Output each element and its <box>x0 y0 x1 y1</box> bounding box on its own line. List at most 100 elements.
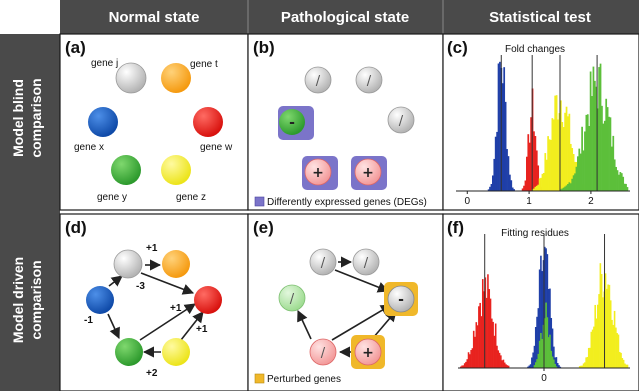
fitting-residues-bar-s1-b54 <box>529 364 532 368</box>
fold-changes-bar-s3-b91 <box>586 114 589 191</box>
fitting-residues-bar-s0-b0 <box>460 366 462 368</box>
fitting-residues-bar-s0-b20 <box>485 297 488 368</box>
fitting-residues-bar-s3-b119 <box>613 310 616 368</box>
fitting-residues-bar-s1-b59 <box>536 316 538 368</box>
fitting-residues-bar-s3-b102 <box>591 329 594 368</box>
fitting-residues-bar-s2-b67 <box>546 317 549 368</box>
fitting-residues-bar-s1-b75 <box>556 363 559 368</box>
fold-changes-bar-s3-b80 <box>571 178 574 191</box>
fold-changes-bar-s0-b27 <box>496 131 498 191</box>
fitting-residues-bar-s2-b57 <box>533 365 536 368</box>
edge-y-to-w <box>139 303 196 341</box>
fold-changes-bar-s0-b32 <box>503 67 506 191</box>
fold-changes-bar-s2-b61 <box>544 153 547 191</box>
gene-t-node-d <box>162 250 190 278</box>
fold-changes-bar-s2-b63 <box>547 136 549 191</box>
fitting-residues-bar-s3-b99 <box>587 347 590 368</box>
fitting-residues-bar-s3-b122 <box>617 334 620 368</box>
fitting-residues-bar-s3-b109 <box>600 273 603 368</box>
gene-j-node-e <box>309 248 337 276</box>
fold-changes-bar-s2-b65 <box>550 139 552 191</box>
fold-changes-bar-s0-b25 <box>493 158 496 191</box>
fold-changes-bar-s0-b29 <box>499 61 501 191</box>
fitting-residues-bar-s3-b123 <box>618 351 621 368</box>
fitting-residues-bar-s0-b18 <box>483 291 485 368</box>
fitting-residues-bar-s2-b63 <box>541 338 544 368</box>
fitting-residues-bar-s0-b37 <box>507 365 510 368</box>
fitting-residues-bar-s3-b96 <box>584 362 586 368</box>
panel-label-d: (d) <box>65 218 87 237</box>
gene-z-node <box>161 155 191 185</box>
fitting-residues-bar-s0-b16 <box>480 316 483 368</box>
gene-y-symbol-b: + <box>312 165 324 181</box>
gene-z-node-e <box>354 338 382 366</box>
fold-changes-bar-s2-b77 <box>567 116 569 191</box>
row-header-model-blind: Model blind comparison <box>10 78 44 157</box>
fitting-residues-bar-s0-b29 <box>497 350 500 368</box>
fitting-residues-bar-s1-b77 <box>559 366 562 368</box>
fold-changes-bar-s0-b39 <box>513 189 515 191</box>
fold-changes-bar-s3-b83 <box>575 166 578 191</box>
fold-changes-bar-s3-b74 <box>562 187 565 191</box>
panel-d-network: +1 -3 -1 +1 +1 +2 <box>84 243 222 379</box>
fitting-residues-bar-s0-b4 <box>465 361 467 368</box>
fold-changes-bar-s0-b38 <box>511 187 514 191</box>
fold-changes-bar-s3-b94 <box>591 96 593 191</box>
fold-changes-bar-s0-b22 <box>489 186 491 191</box>
gene-t-symbol-b: / <box>367 74 372 89</box>
fold-changes-bar-s1-b54 <box>534 136 537 191</box>
panel-label-a: (a) <box>65 38 86 57</box>
fitting-residues-bar-s0-b36 <box>506 365 509 368</box>
row-header-model-driven: Model driven comparison <box>10 257 44 343</box>
fitting-residues-bar-s0-b15 <box>479 302 481 368</box>
gene-x-node-e <box>278 284 306 312</box>
fold-changes-bar-s3-b78 <box>568 182 571 191</box>
gene-w-node-b <box>387 106 415 134</box>
row-header-bar <box>0 34 60 391</box>
fitting-residues-bar-s3-b129 <box>626 364 629 368</box>
fitting-residues-bar-s3-b118 <box>612 324 615 368</box>
gene-j-symbol-e: / <box>321 256 326 271</box>
fitting-residues-bar-s0-b8 <box>470 350 472 368</box>
fold-changes-bar-s0-b35 <box>507 156 510 191</box>
fitting-residues-bar-s3-b120 <box>615 327 617 368</box>
panel-label-c: (c) <box>447 38 468 57</box>
fold-changes-bar-s3-b101 <box>601 105 603 191</box>
fitting-residues-bar-s3-b117 <box>611 319 613 368</box>
fold-changes-bar-s2-b70 <box>557 119 559 191</box>
fold-changes-bar-s3-b98 <box>596 108 599 191</box>
gene-x-symbol-e: / <box>290 292 295 307</box>
gene-t-node <box>161 63 191 93</box>
fold-changes-bar-s0-b23 <box>490 184 493 191</box>
fold-changes-bar-s2-b78 <box>568 113 571 191</box>
fitting-residues-bar-s3-b93 <box>580 365 582 368</box>
fold-changes-bar-s1-b53 <box>533 131 535 191</box>
fitting-residues-bar-s3-b112 <box>604 273 607 368</box>
fold-changes-bar-s3-b76 <box>565 185 568 191</box>
fold-changes-bar-s2-b76 <box>565 106 568 191</box>
fold-changes-tick-label-2: 2 <box>588 196 594 207</box>
fold-changes-bar-s3-b112 <box>616 170 619 191</box>
edge-y-to-x <box>107 313 120 340</box>
fold-changes-bar-s2-b55 <box>535 185 538 191</box>
fitting-residues-bar-s2-b73 <box>554 363 556 368</box>
fitting-residues-bar-s3-b110 <box>602 297 604 368</box>
fitting-residues-bar-s0-b19 <box>484 277 487 368</box>
gene-y-node-d <box>115 338 143 366</box>
deg-legend-label: Differently expressed genes (DEGs) <box>267 197 427 208</box>
fitting-residues-bar-s1-b76 <box>558 365 560 368</box>
fold-changes-bar-s3-b119 <box>626 187 629 191</box>
fold-changes-bar-s3-b102 <box>602 123 605 191</box>
fold-changes-bar-s2-b80 <box>571 148 574 191</box>
fitting-residues-bar-s0-b28 <box>496 345 498 368</box>
panel-a-genes: gene j gene t gene x gene w gene y gene … <box>74 58 233 203</box>
fold-changes-bar-s3-b85 <box>578 148 581 191</box>
fitting-residues-bar-s2-b69 <box>549 334 551 368</box>
edge-e-y-to-x <box>297 309 312 340</box>
gene-j-node-b <box>304 66 332 94</box>
fitting-residues-bar-s2-b74 <box>555 366 558 368</box>
edge-x-to-j <box>108 275 123 287</box>
fold-changes-bar-s2-b67 <box>552 119 555 191</box>
fold-changes-bar-s2-b73 <box>561 122 564 191</box>
